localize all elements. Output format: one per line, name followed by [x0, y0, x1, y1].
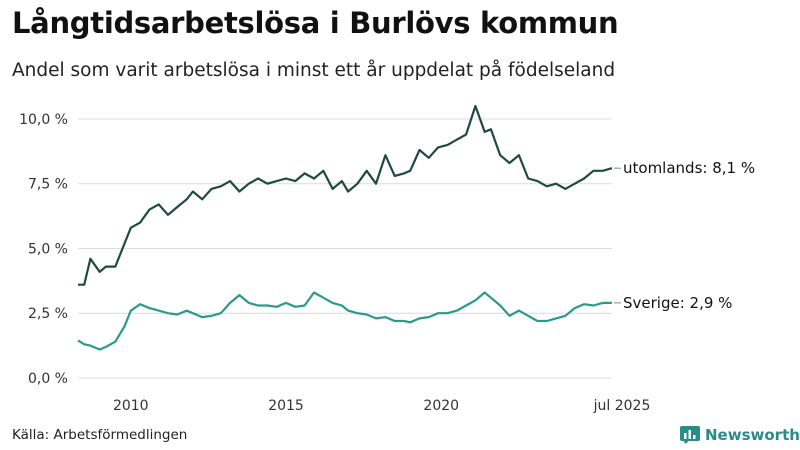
series-line-utomlands	[78, 104, 613, 286]
x-tick-label: jul 2025	[593, 398, 651, 414]
y-tick-label: 5,0 %	[28, 241, 68, 257]
y-tick-label: 7,5 %	[28, 177, 68, 193]
brand-name: Newsworthy	[705, 426, 800, 444]
brand-logo: Newsworthy	[680, 426, 800, 444]
series-end-label-sverige: Sverige: 2,9 %	[623, 294, 732, 312]
series-end-label-utomlands: utomlands: 8,1 %	[623, 159, 755, 177]
x-tick-label: 2010	[113, 398, 149, 414]
series-line-sverige	[77, 291, 612, 351]
y-tick-label: 10,0 %	[19, 112, 68, 128]
y-tick-label: 0,0 %	[28, 371, 68, 387]
bar-chart-icon	[680, 426, 700, 444]
chart-title: Långtidsarbetslösa i Burlövs kommun	[12, 6, 619, 40]
x-tick-label: 2015	[268, 398, 304, 414]
chart-subtitle: Andel som varit arbetslösa i minst ett å…	[12, 60, 616, 81]
x-tick-label: 2020	[423, 398, 459, 414]
y-tick-label: 2,5 %	[28, 306, 68, 322]
source-note: Källa: Arbetsförmedlingen	[12, 427, 188, 443]
